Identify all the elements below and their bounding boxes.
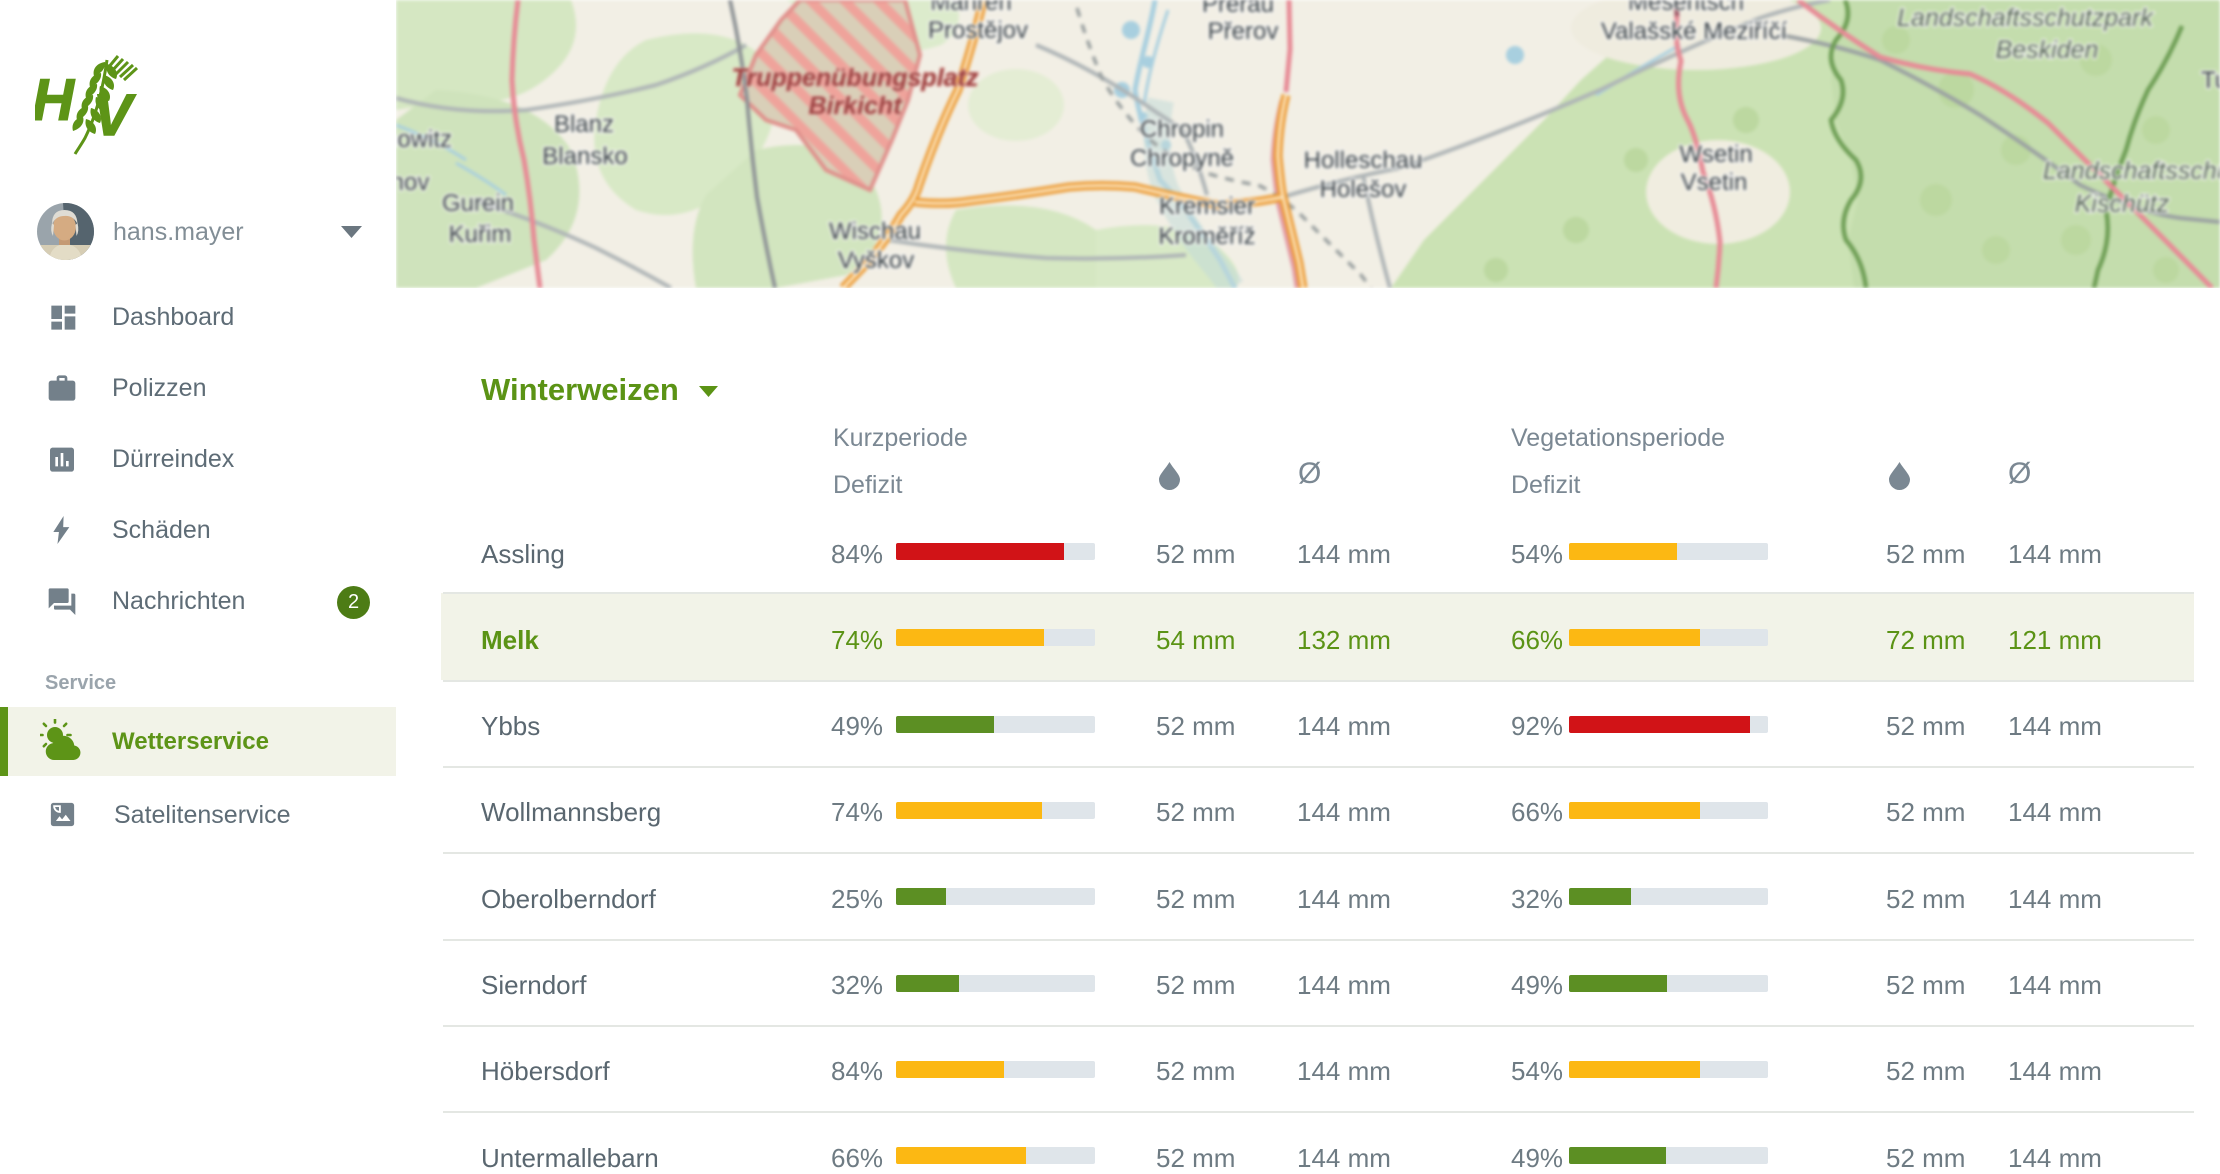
svg-text:Tu: Tu xyxy=(2201,67,2220,94)
svg-text:nov: nov xyxy=(396,169,429,196)
svg-text:Blansko: Blansko xyxy=(542,143,627,170)
svg-text:Truppenübungsplatz: Truppenübungsplatz xyxy=(732,64,979,92)
svg-text:Kremsier: Kremsier xyxy=(1159,193,1255,220)
svg-text:Přerov: Přerov xyxy=(1208,18,1279,45)
svg-text:Gurein: Gurein xyxy=(442,190,514,217)
svg-text:Beskiden: Beskiden xyxy=(1996,36,2099,64)
svg-text:Landschaftsschutzpark: Landschaftsschutzpark xyxy=(1897,4,2154,32)
svg-text:Vyškov: Vyškov xyxy=(838,247,914,274)
svg-text:Birkicht: Birkicht xyxy=(808,92,903,120)
svg-text:Chropin: Chropin xyxy=(1140,116,1224,143)
svg-text:Holešov: Holešov xyxy=(1320,176,1407,203)
svg-text:Prostějov: Prostějov xyxy=(928,17,1028,44)
svg-text:Chropyně: Chropyně xyxy=(1130,145,1234,172)
svg-text:H: H xyxy=(35,68,75,133)
svg-text:Mähren: Mähren xyxy=(930,0,1011,16)
svg-text:Holleschau: Holleschau xyxy=(1304,147,1423,174)
svg-text:Kischütz: Kischütz xyxy=(2075,190,2170,218)
svg-text:Valašské Meziříčí: Valašské Meziříčí xyxy=(1601,18,1788,45)
svg-text:Blanz: Blanz xyxy=(554,111,614,138)
svg-text:Kroměříž: Kroměříž xyxy=(1158,223,1255,250)
svg-text:Meseritsch: Meseritsch xyxy=(1628,0,1744,16)
svg-text:Kuřim: Kuřim xyxy=(449,221,512,248)
svg-text:Přerau: Přerau xyxy=(1202,0,1274,18)
svg-text:Landschaftsschutzge: Landschaftsschutzge xyxy=(2043,157,2220,185)
svg-text:Wsetin: Wsetin xyxy=(1679,141,1752,168)
svg-text:Vsetin: Vsetin xyxy=(1681,169,1748,196)
svg-text:howitz: howitz xyxy=(396,126,452,153)
svg-text:Wischau: Wischau xyxy=(829,218,921,245)
